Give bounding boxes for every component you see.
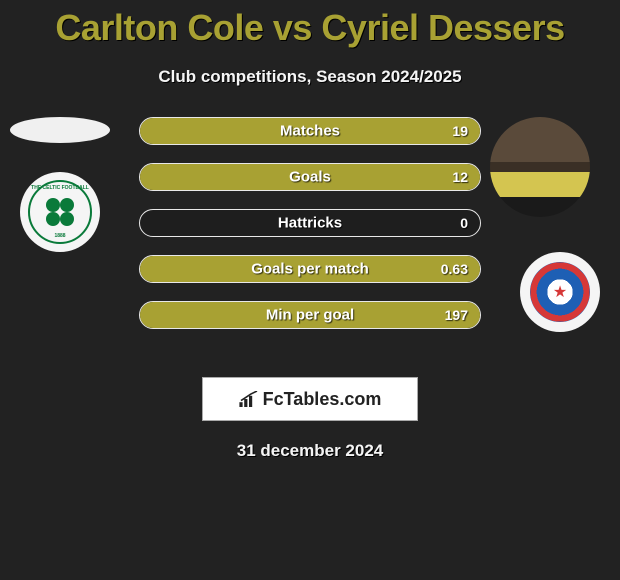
stat-bar: Goals 12 — [139, 163, 481, 191]
player-left-club-badge: THE CELTIC FOOTBALL 1888 — [20, 172, 100, 252]
stat-label: Hattricks — [278, 215, 342, 232]
date-text: 31 december 2024 — [0, 441, 620, 461]
player-right-avatar — [490, 117, 590, 217]
rangers-badge-icon: ★ — [530, 262, 590, 322]
stat-bar: Matches 19 — [139, 117, 481, 145]
stat-label: Goals — [289, 169, 331, 186]
chart-icon — [239, 391, 259, 407]
stat-bar: Min per goal 197 — [139, 301, 481, 329]
stat-label: Matches — [280, 123, 340, 140]
player-left-avatar — [10, 117, 110, 143]
stat-value-right: 0.63 — [441, 261, 468, 277]
comparison-infographic: Carlton Cole vs Cyriel Dessers Club comp… — [0, 0, 620, 461]
stat-bar: Hattricks 0 — [139, 209, 481, 237]
stat-bars: Matches 19 Goals 12 Hattricks 0 Goals pe… — [139, 117, 481, 329]
stat-value-right: 12 — [452, 169, 468, 185]
brand-box: FcTables.com — [202, 377, 418, 421]
stat-bar: Goals per match 0.63 — [139, 255, 481, 283]
player-right-club-badge: ★ — [520, 252, 600, 332]
stat-value-right: 197 — [445, 307, 468, 323]
stat-label: Min per goal — [266, 307, 354, 324]
subtitle: Club competitions, Season 2024/2025 — [0, 67, 620, 87]
stat-value-right: 19 — [452, 123, 468, 139]
brand-text: FcTables.com — [263, 389, 382, 410]
main-area: THE CELTIC FOOTBALL 1888 ★ Matches 19 Go… — [0, 117, 620, 367]
stat-label: Goals per match — [251, 261, 369, 278]
page-title: Carlton Cole vs Cyriel Dessers — [0, 7, 620, 49]
stat-value-right: 0 — [460, 215, 468, 231]
celtic-badge-icon: THE CELTIC FOOTBALL 1888 — [28, 180, 92, 244]
